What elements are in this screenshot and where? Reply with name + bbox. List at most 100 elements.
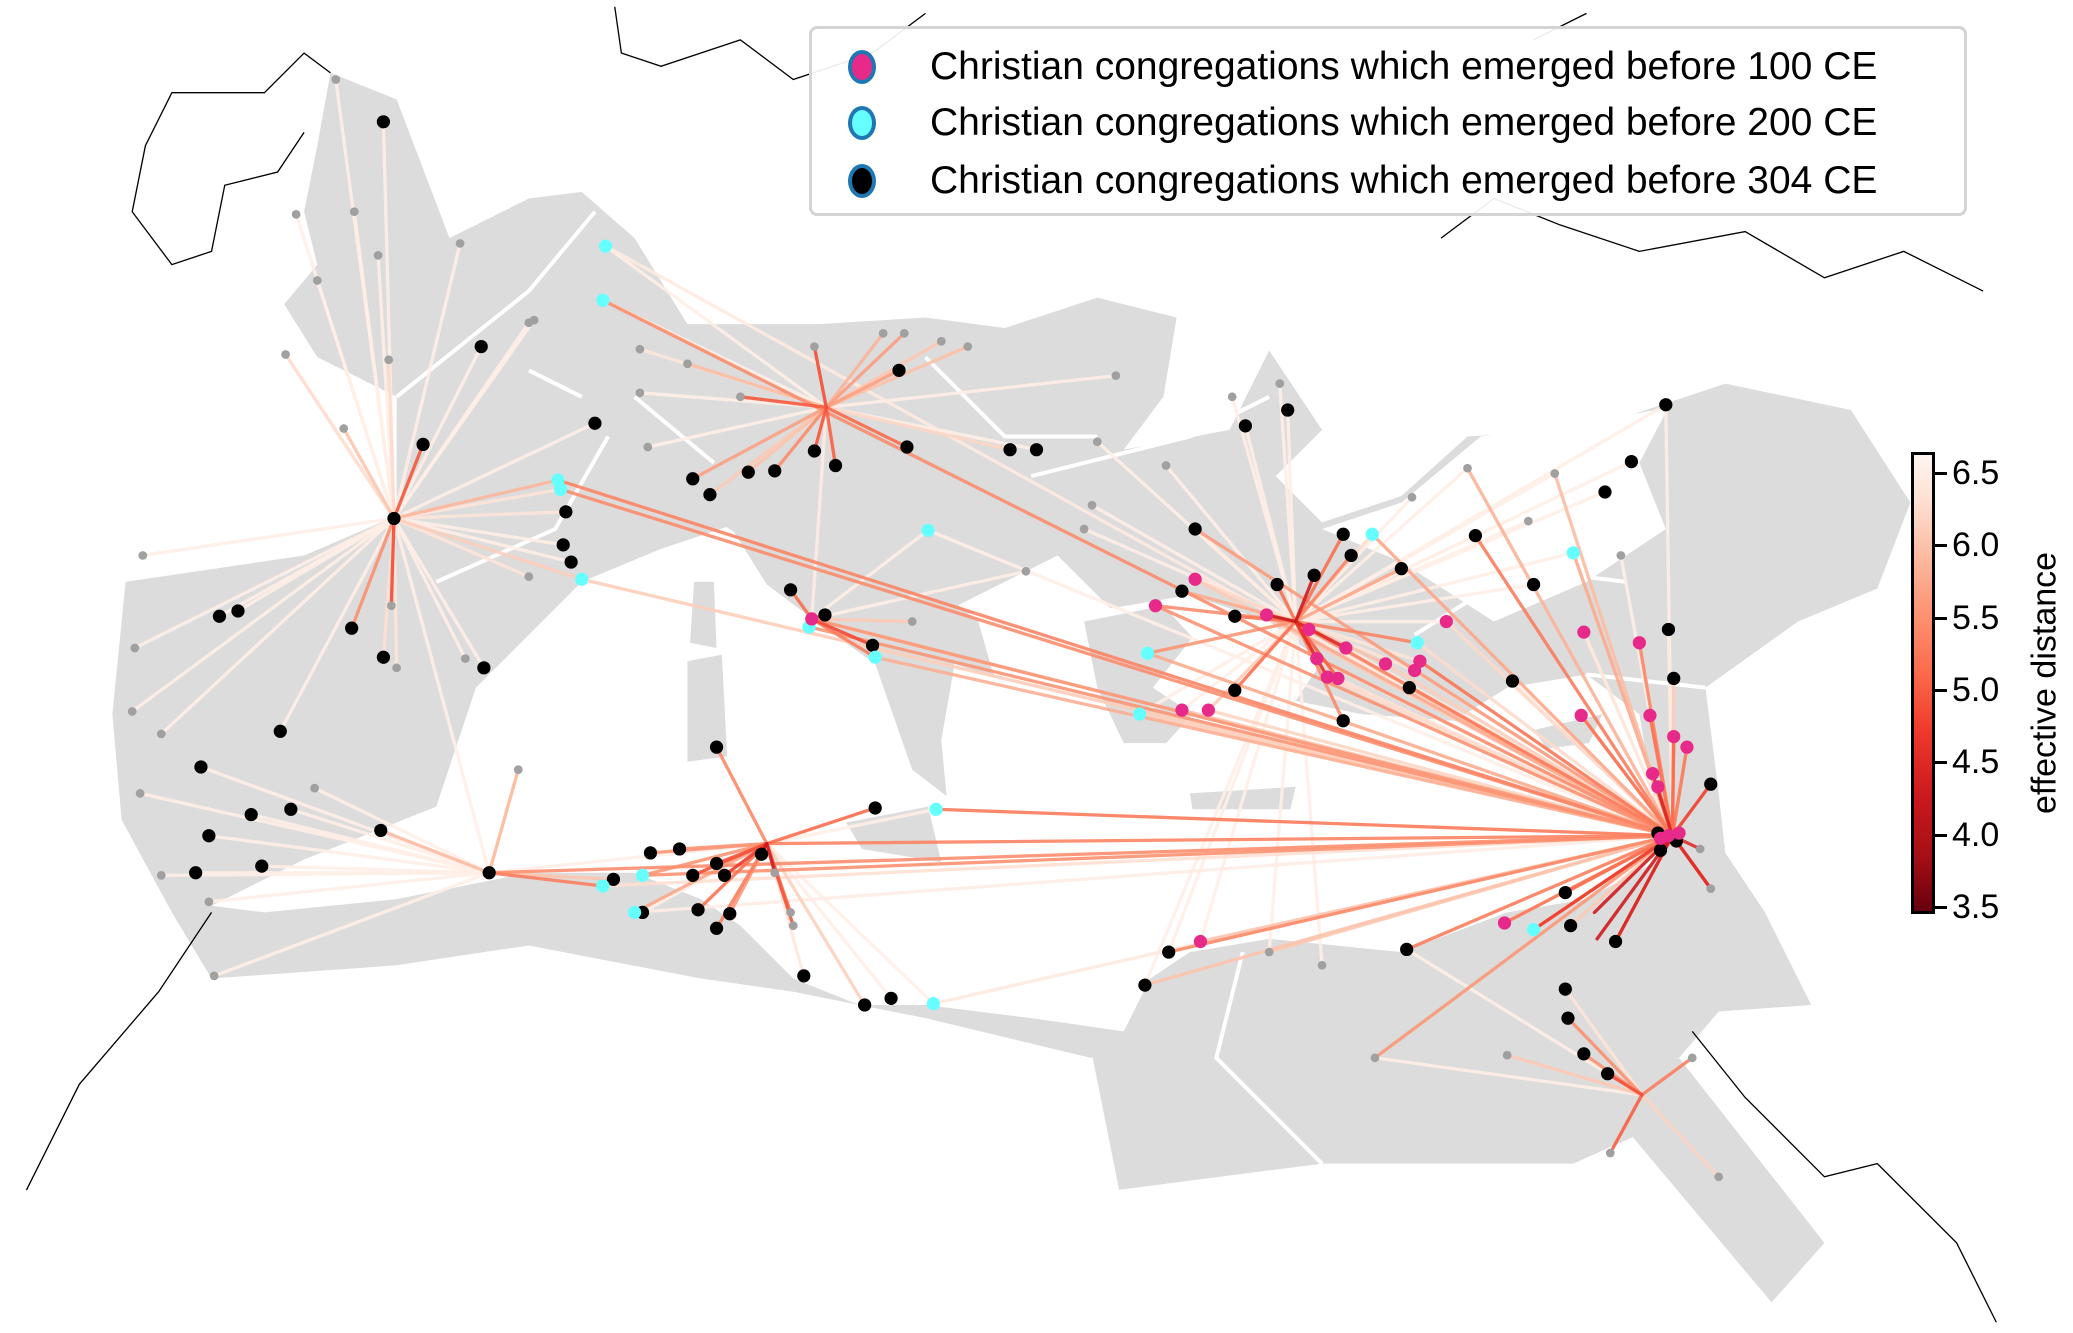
site-point — [138, 551, 148, 560]
transmission-link — [392, 516, 531, 579]
congregation-304ce-point — [703, 488, 717, 502]
colorbar-tick — [1935, 544, 1947, 548]
transmission-link — [159, 516, 396, 736]
transmission-link — [138, 791, 491, 875]
congregation-200ce-point — [598, 239, 613, 253]
transmission-link — [352, 210, 396, 521]
congregation-304ce-point — [1238, 419, 1252, 433]
site-point — [1227, 392, 1237, 402]
congregation-200ce-point — [926, 997, 940, 1011]
congregation-100ce-point — [1651, 780, 1665, 794]
site-point — [878, 328, 888, 338]
site-point — [386, 601, 396, 611]
province-boundary — [395, 210, 597, 399]
congregation-100ce-point — [1201, 703, 1215, 717]
transmission-link — [1293, 619, 1419, 645]
transmission-link — [765, 807, 938, 846]
congregation-304ce-point — [783, 583, 798, 597]
congregation-304ce-point — [477, 661, 491, 675]
transmission-link — [765, 834, 1675, 846]
black-sea — [1322, 407, 1669, 622]
site-point — [1092, 437, 1102, 447]
site-point — [1111, 371, 1121, 381]
transmission-link — [646, 405, 828, 449]
colorbar-tick — [1935, 688, 1947, 692]
transmission-link — [632, 842, 769, 915]
congregation-304ce-point — [818, 608, 832, 622]
congregation-304ce-point — [643, 846, 658, 860]
congregation-304ce-point — [900, 440, 914, 454]
transmission-link — [1670, 745, 1689, 838]
congregation-100ce-point — [1331, 671, 1345, 686]
transmission-link — [1370, 532, 1675, 838]
congregation-200ce-point — [1133, 707, 1147, 721]
congregation-304ce-point — [374, 823, 388, 838]
site-point — [1317, 960, 1327, 970]
transmission-link — [1473, 533, 1675, 838]
congregation-304ce-point — [284, 802, 298, 816]
congregation-100ce-point — [1175, 703, 1189, 717]
transmission-link — [283, 352, 396, 521]
transmission-link — [207, 871, 491, 904]
transmission-link — [1418, 659, 1675, 838]
province-boundary — [924, 355, 1098, 439]
transmission-link — [1640, 1093, 1721, 1179]
congregation-304ce-point — [1667, 671, 1681, 686]
site-point — [156, 871, 166, 880]
congregation-304ce-point — [768, 464, 782, 478]
site-point — [130, 643, 140, 653]
transmission-link — [379, 828, 491, 875]
congregation-304ce-point — [1336, 714, 1350, 728]
colorbar-tick — [1935, 905, 1947, 909]
transmission-link — [824, 405, 1012, 452]
site-point — [907, 617, 917, 626]
congregation-304ce-point — [255, 859, 269, 873]
transmission-link — [1145, 619, 1298, 655]
transmission-link — [392, 478, 560, 521]
site-point — [936, 336, 946, 346]
congregation-304ce-point — [345, 621, 359, 635]
transmission-link — [1293, 519, 1530, 624]
transmission-link — [1563, 987, 1644, 1097]
coastline — [1691, 1030, 1997, 1323]
transmission-link — [1293, 567, 1404, 624]
congregation-100ce-point — [1574, 708, 1588, 723]
congregation-100ce-point — [1672, 826, 1686, 840]
transmission-link — [810, 405, 828, 621]
site-point — [1502, 1050, 1512, 1060]
congregation-100ce-point — [1661, 829, 1676, 843]
transmission-link — [141, 516, 396, 558]
transmission-link — [1278, 381, 1298, 624]
legend: Christian congregations which emerged be… — [809, 26, 1967, 216]
transmission-link — [824, 344, 970, 410]
congregation-304ce-point — [1561, 1011, 1575, 1025]
transmission-link — [1275, 582, 1298, 624]
congregation-304ce-point — [1704, 777, 1718, 791]
transmission-link — [1531, 834, 1675, 932]
site-point — [331, 75, 341, 84]
transmission-link — [1293, 471, 1557, 624]
congregation-304ce-point — [892, 363, 906, 377]
congregation-100ce-point — [1193, 934, 1208, 949]
congregation-200ce-point — [596, 879, 610, 893]
congregation-200ce-point — [1140, 646, 1155, 660]
congregation-304ce-point — [1307, 568, 1321, 582]
congregation-100ce-point — [1310, 651, 1324, 666]
transmission-link — [1505, 1053, 1644, 1097]
transmission-link — [392, 516, 584, 581]
congregation-304ce-point — [588, 416, 602, 430]
congregation-304ce-point — [376, 650, 391, 664]
congregation-100ce-point — [1577, 625, 1591, 639]
site-point — [291, 209, 301, 219]
site-point — [1695, 844, 1705, 854]
congregation-points — [127, 75, 1724, 1182]
site-point — [963, 342, 973, 351]
transmission-link — [392, 318, 536, 521]
province-boundary — [1558, 449, 1589, 556]
congregation-304ce-point — [376, 115, 391, 129]
province-boundary — [435, 435, 610, 584]
transmission-link — [1293, 551, 1575, 624]
transmission-link — [1145, 651, 1675, 838]
transmission-link — [1233, 619, 1298, 692]
